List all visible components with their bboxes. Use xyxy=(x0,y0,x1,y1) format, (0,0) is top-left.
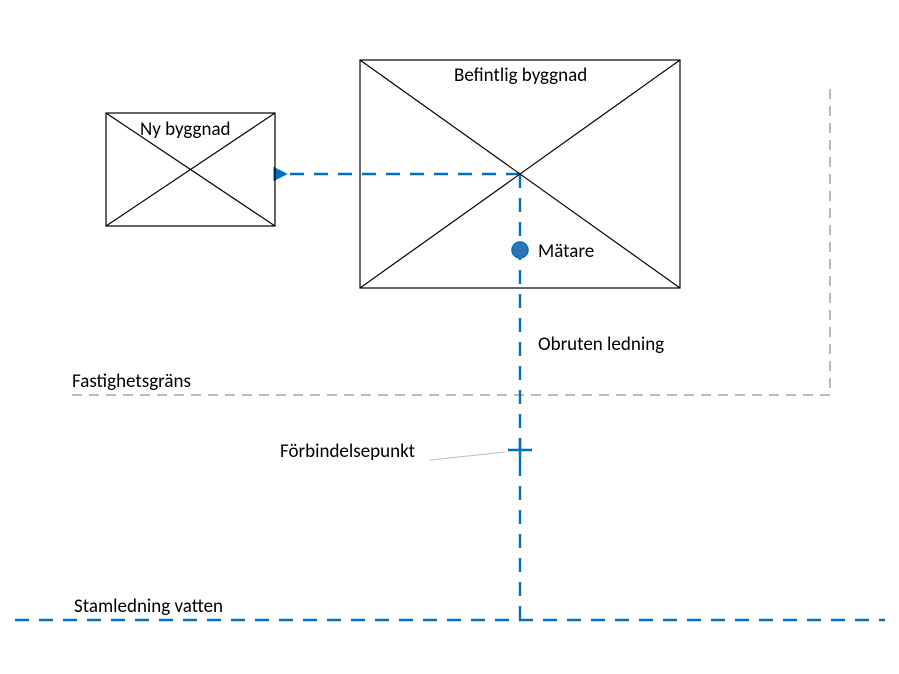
label-property-boundary: Fastighetsgräns xyxy=(72,370,191,393)
label-existing-building: Befintlig byggnad xyxy=(454,64,587,87)
label-connection-point: Förbindelsepunkt xyxy=(280,440,415,463)
diagram-canvas xyxy=(0,0,899,674)
meter-icon xyxy=(512,242,528,258)
label-unbroken-line: Obruten ledning xyxy=(538,333,664,356)
connection-point-leader xyxy=(430,452,505,460)
label-meter: Mätare xyxy=(538,240,594,263)
label-main-line: Stamledning vatten xyxy=(74,595,223,618)
label-new-building: Ny byggnad xyxy=(140,118,231,141)
